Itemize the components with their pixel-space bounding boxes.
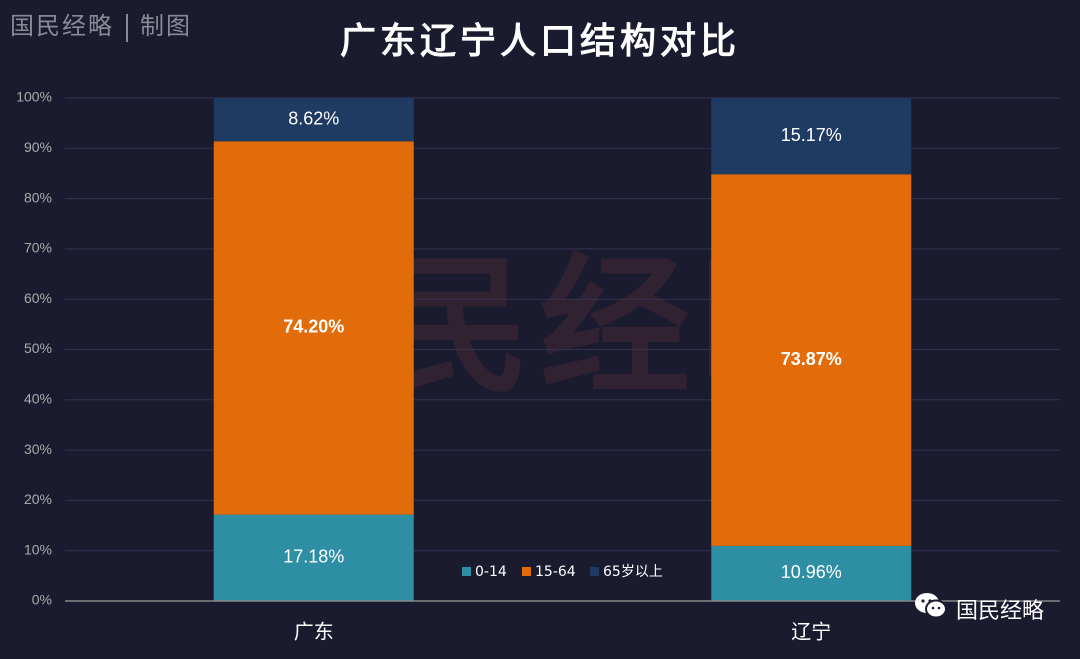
footer-brand-name: 国民经略 [955, 599, 1044, 624]
y-tick-label: 30% [24, 441, 52, 457]
legend-label: 65岁以上 [603, 564, 663, 580]
bar-segment [213, 141, 414, 515]
data-label: 74.20% [283, 317, 344, 337]
wechat-icon [914, 592, 948, 626]
y-tick-label: 20% [24, 491, 52, 507]
brand-header: 国民经略 制图 [10, 6, 192, 42]
bar-segment [213, 98, 414, 142]
bar-segment [711, 98, 912, 175]
data-label: 15.17% [781, 125, 842, 145]
x-tick-label: 辽宁 [791, 620, 831, 644]
legend-swatch [462, 567, 471, 576]
footer-brand: 国民经略 [914, 592, 1044, 626]
bar-segment [711, 545, 912, 601]
brand-divider [126, 13, 128, 42]
y-tick-label: 0% [32, 592, 52, 608]
legend-label: 0-14 [475, 564, 507, 580]
y-tick-label: 100% [16, 89, 52, 105]
legend-swatch [522, 567, 531, 576]
brand-name: 国民经略 [10, 12, 114, 40]
data-label: 8.62% [288, 108, 339, 128]
y-tick-label: 50% [24, 340, 52, 356]
y-tick-label: 70% [24, 240, 52, 256]
brand-suffix: 制图 [140, 12, 192, 40]
y-tick-label: 10% [24, 541, 52, 557]
chart-title: 广东辽宁人口结构对比 [339, 20, 740, 62]
y-tick-label: 60% [24, 290, 52, 306]
data-label: 73.87% [781, 349, 842, 369]
legend-swatch [590, 567, 599, 576]
bar-segment [711, 174, 912, 546]
bar-segment [213, 514, 414, 601]
data-label: 10.96% [781, 562, 842, 582]
data-label: 17.18% [283, 547, 344, 567]
y-tick-label: 90% [24, 139, 52, 155]
y-tick-label: 80% [24, 189, 52, 205]
legend-label: 15-64 [535, 564, 576, 580]
x-tick-label: 广东 [294, 620, 334, 644]
y-tick-label: 40% [24, 391, 52, 407]
